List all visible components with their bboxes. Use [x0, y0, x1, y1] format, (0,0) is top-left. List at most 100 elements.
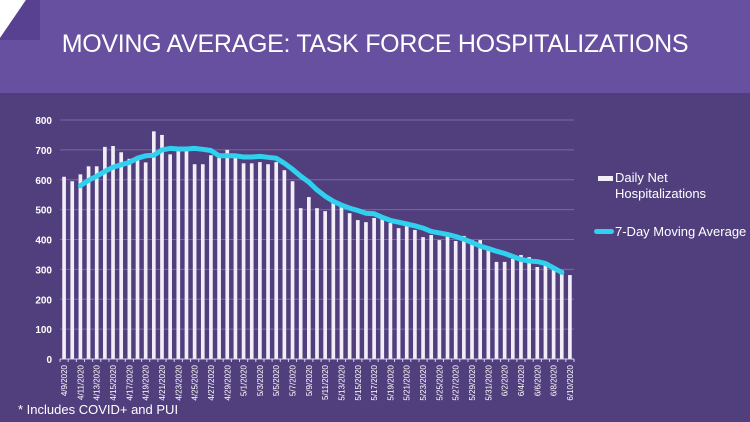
bar	[527, 257, 531, 359]
bar	[200, 164, 205, 359]
y-tick-label: 200	[35, 295, 52, 306]
bar	[519, 255, 523, 359]
bar	[323, 211, 327, 359]
title-banner: MOVING AVERAGE: TASK FORCE HOSPITALIZATI…	[0, 0, 750, 93]
x-tick-label: 5/25/2020	[435, 364, 444, 400]
x-tick-label: 4/29/2020	[223, 364, 232, 400]
bar	[404, 225, 409, 359]
x-tick-label: 4/21/2020	[158, 364, 167, 400]
bar	[70, 181, 75, 359]
x-tick-label: 5/31/2020	[484, 364, 493, 400]
x-tick-label: 4/17/2020	[125, 364, 134, 400]
bar	[225, 149, 230, 359]
x-tick-label: 5/17/2020	[370, 364, 379, 400]
bar	[209, 155, 213, 359]
bar	[135, 158, 140, 359]
bar	[372, 217, 376, 359]
x-tick-label: 4/9/2020	[60, 364, 69, 396]
hospitalizations-chart: 0 100 200 300 400 500 600 700 800 4/9/2020 4/11/20…	[35, 116, 575, 401]
bar	[486, 249, 491, 359]
x-tick-label: 5/1/2020	[240, 364, 249, 396]
bar	[453, 240, 458, 359]
x-tick-label: 6/10/2020	[566, 364, 575, 400]
bar	[551, 266, 556, 359]
bar	[396, 228, 401, 359]
moving-average-line	[77, 145, 565, 275]
bar	[258, 162, 262, 359]
x-tick-label: 5/15/2020	[354, 364, 363, 400]
bar	[535, 266, 540, 359]
x-tick-label: 5/7/2020	[289, 364, 298, 396]
bar	[290, 181, 295, 359]
y-tick-label: 500	[35, 206, 52, 217]
bar	[413, 229, 417, 359]
x-tick-label: 4/27/2020	[207, 364, 216, 400]
bar	[355, 220, 360, 359]
bar	[62, 176, 66, 359]
bar	[176, 150, 181, 359]
bar	[429, 235, 434, 359]
bar	[347, 213, 352, 359]
bar	[339, 206, 344, 359]
legend-item-daily: Daily Net Hospitalizations	[598, 170, 750, 202]
bar	[160, 134, 164, 359]
legend-label-moving-average: 7-Day Moving Average	[615, 224, 747, 239]
x-tick-label: 6/4/2020	[517, 364, 526, 396]
x-tick-label: 5/23/2020	[419, 364, 428, 400]
x-tick-label: 5/27/2020	[452, 364, 461, 400]
bar	[94, 166, 99, 359]
legend-bar-swatch	[598, 176, 613, 181]
x-tick-label: 6/6/2020	[533, 364, 542, 396]
page-title: MOVING AVERAGE: TASK FORCE HOSPITALIZATI…	[61, 30, 689, 58]
x-tick-label: 4/23/2020	[174, 364, 183, 400]
x-tick-label: 5/9/2020	[305, 364, 314, 396]
bar	[78, 174, 83, 359]
x-tick-label: 6/8/2020	[550, 364, 559, 396]
bar	[168, 154, 172, 359]
y-tick-label: 0	[46, 355, 52, 366]
bar	[192, 164, 197, 359]
bar	[111, 145, 115, 359]
x-tick-label: 4/13/2020	[93, 364, 102, 400]
x-tick-label: 4/15/2020	[109, 364, 118, 400]
bar	[298, 208, 303, 359]
bar	[266, 164, 270, 359]
x-tick-label: 4/19/2020	[142, 364, 151, 400]
bar	[421, 237, 425, 359]
bar	[494, 261, 499, 359]
bar	[445, 235, 450, 359]
y-tick-label: 800	[35, 116, 52, 127]
bar	[233, 157, 238, 359]
footnote: * Includes COVID+ and PUI	[18, 402, 179, 417]
x-tick-label: 6/2/2020	[501, 364, 510, 396]
bar	[119, 152, 124, 359]
bar	[217, 157, 221, 359]
bar	[388, 223, 393, 359]
bar	[543, 263, 548, 359]
legend-line-swatch	[594, 229, 614, 234]
bar	[103, 146, 107, 359]
bar	[241, 163, 246, 359]
bar	[143, 162, 148, 359]
bar	[478, 240, 483, 359]
y-tick-label: 100	[35, 325, 52, 336]
x-tick-label: 5/13/2020	[337, 364, 346, 400]
y-tick-label: 300	[35, 265, 52, 276]
bar	[380, 216, 385, 359]
bar	[364, 222, 368, 359]
y-tick-label: 700	[35, 146, 52, 157]
y-tick-label: 400	[35, 236, 52, 247]
x-tick-label: 5/21/2020	[403, 364, 412, 400]
x-tick-label: 4/11/2020	[76, 364, 85, 400]
bar	[86, 166, 91, 359]
y-tick-label: 600	[35, 176, 52, 187]
x-tick-label: 5/29/2020	[468, 364, 477, 400]
legend-label-daily: Daily Net Hospitalizations	[615, 170, 707, 201]
x-tick-label: 5/19/2020	[386, 364, 395, 400]
folded-corner-decoration	[0, 0, 40, 40]
bar	[307, 197, 311, 359]
bar	[510, 258, 515, 359]
legend-item-moving-average: 7-Day Moving Average	[594, 224, 750, 240]
bar	[315, 208, 319, 359]
bar	[462, 235, 466, 359]
